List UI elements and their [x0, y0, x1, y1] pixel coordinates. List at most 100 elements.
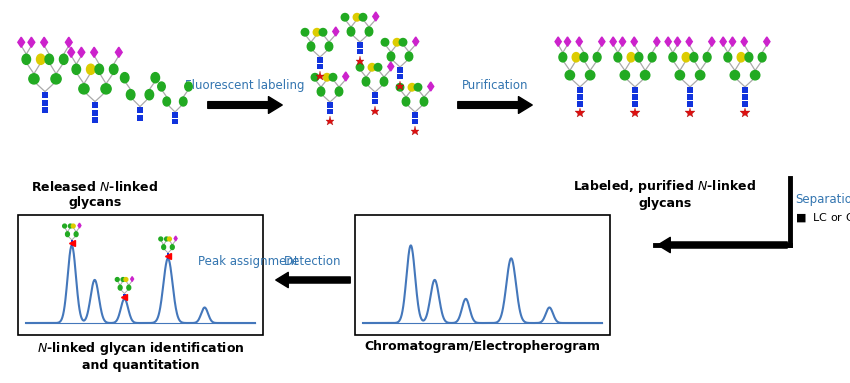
- Bar: [357, 43, 363, 47]
- Polygon shape: [631, 37, 638, 46]
- Polygon shape: [18, 37, 25, 47]
- Ellipse shape: [620, 70, 630, 80]
- Ellipse shape: [116, 278, 119, 282]
- Polygon shape: [576, 37, 582, 46]
- Ellipse shape: [408, 83, 416, 91]
- Ellipse shape: [165, 237, 168, 241]
- Bar: [357, 49, 363, 54]
- Ellipse shape: [649, 52, 656, 62]
- Ellipse shape: [329, 74, 337, 81]
- Bar: [92, 110, 98, 116]
- Ellipse shape: [614, 52, 621, 62]
- Bar: [742, 87, 748, 93]
- Ellipse shape: [101, 84, 111, 94]
- Bar: [688, 101, 693, 107]
- Polygon shape: [41, 37, 48, 47]
- Ellipse shape: [414, 83, 422, 91]
- Ellipse shape: [326, 42, 332, 51]
- Ellipse shape: [60, 54, 68, 64]
- Polygon shape: [373, 12, 379, 21]
- Text: Released $\mathbf{\it{N}}$-linked
glycans: Released $\mathbf{\it{N}}$-linked glycan…: [31, 180, 159, 209]
- Bar: [327, 102, 332, 108]
- Ellipse shape: [586, 70, 595, 80]
- Ellipse shape: [669, 52, 677, 62]
- Bar: [742, 94, 748, 100]
- Bar: [167, 253, 169, 255]
- Polygon shape: [413, 37, 419, 46]
- Polygon shape: [720, 37, 726, 46]
- Ellipse shape: [724, 52, 732, 62]
- Bar: [71, 240, 73, 242]
- Bar: [632, 101, 638, 107]
- Text: Purification: Purification: [462, 79, 528, 92]
- Text: Fluorescent labeling: Fluorescent labeling: [185, 79, 305, 92]
- Polygon shape: [598, 37, 605, 46]
- Bar: [327, 109, 332, 115]
- Ellipse shape: [167, 237, 172, 241]
- Ellipse shape: [45, 54, 54, 64]
- Polygon shape: [91, 47, 98, 57]
- Ellipse shape: [374, 64, 382, 71]
- Bar: [173, 112, 178, 118]
- Polygon shape: [332, 27, 339, 36]
- Bar: [412, 112, 417, 118]
- Bar: [137, 115, 143, 121]
- Ellipse shape: [127, 90, 135, 100]
- Ellipse shape: [118, 285, 122, 290]
- Polygon shape: [741, 37, 747, 46]
- Ellipse shape: [184, 82, 192, 91]
- Polygon shape: [709, 37, 715, 46]
- Ellipse shape: [317, 87, 325, 96]
- Bar: [92, 102, 98, 108]
- Bar: [412, 119, 417, 124]
- Polygon shape: [686, 37, 693, 46]
- Ellipse shape: [335, 87, 343, 96]
- Bar: [317, 57, 323, 63]
- Ellipse shape: [572, 52, 580, 62]
- Bar: [42, 107, 48, 113]
- Polygon shape: [665, 37, 672, 46]
- Ellipse shape: [29, 74, 39, 84]
- Ellipse shape: [593, 52, 601, 62]
- Ellipse shape: [400, 39, 407, 46]
- Ellipse shape: [640, 70, 649, 80]
- Ellipse shape: [675, 70, 684, 80]
- Ellipse shape: [396, 83, 404, 91]
- Ellipse shape: [402, 97, 410, 106]
- Ellipse shape: [348, 27, 354, 36]
- Bar: [577, 94, 583, 100]
- Polygon shape: [343, 72, 348, 81]
- Bar: [173, 119, 178, 124]
- Ellipse shape: [690, 52, 698, 62]
- Bar: [688, 87, 693, 93]
- Text: Labeled, purified $\mathbf{\it{N}}$-linked
glycans: Labeled, purified $\mathbf{\it{N}}$-link…: [574, 178, 756, 210]
- Polygon shape: [116, 47, 122, 57]
- FancyBboxPatch shape: [355, 215, 610, 335]
- Polygon shape: [65, 37, 72, 47]
- Ellipse shape: [420, 97, 428, 106]
- Polygon shape: [78, 47, 85, 57]
- Polygon shape: [68, 47, 75, 57]
- Ellipse shape: [163, 97, 171, 106]
- Ellipse shape: [179, 97, 187, 106]
- Ellipse shape: [362, 77, 370, 86]
- Ellipse shape: [737, 52, 745, 62]
- Bar: [42, 92, 48, 98]
- Ellipse shape: [74, 232, 78, 237]
- Bar: [742, 101, 748, 107]
- Bar: [397, 67, 403, 73]
- Ellipse shape: [382, 39, 388, 46]
- Polygon shape: [174, 236, 177, 241]
- Ellipse shape: [751, 70, 760, 80]
- Ellipse shape: [124, 278, 128, 282]
- Ellipse shape: [110, 64, 118, 74]
- Ellipse shape: [320, 28, 326, 36]
- Bar: [42, 100, 48, 106]
- Polygon shape: [674, 37, 681, 46]
- Bar: [577, 101, 583, 107]
- Ellipse shape: [635, 52, 643, 62]
- Ellipse shape: [301, 28, 309, 36]
- Bar: [577, 87, 583, 93]
- Ellipse shape: [341, 13, 348, 21]
- Polygon shape: [131, 277, 133, 282]
